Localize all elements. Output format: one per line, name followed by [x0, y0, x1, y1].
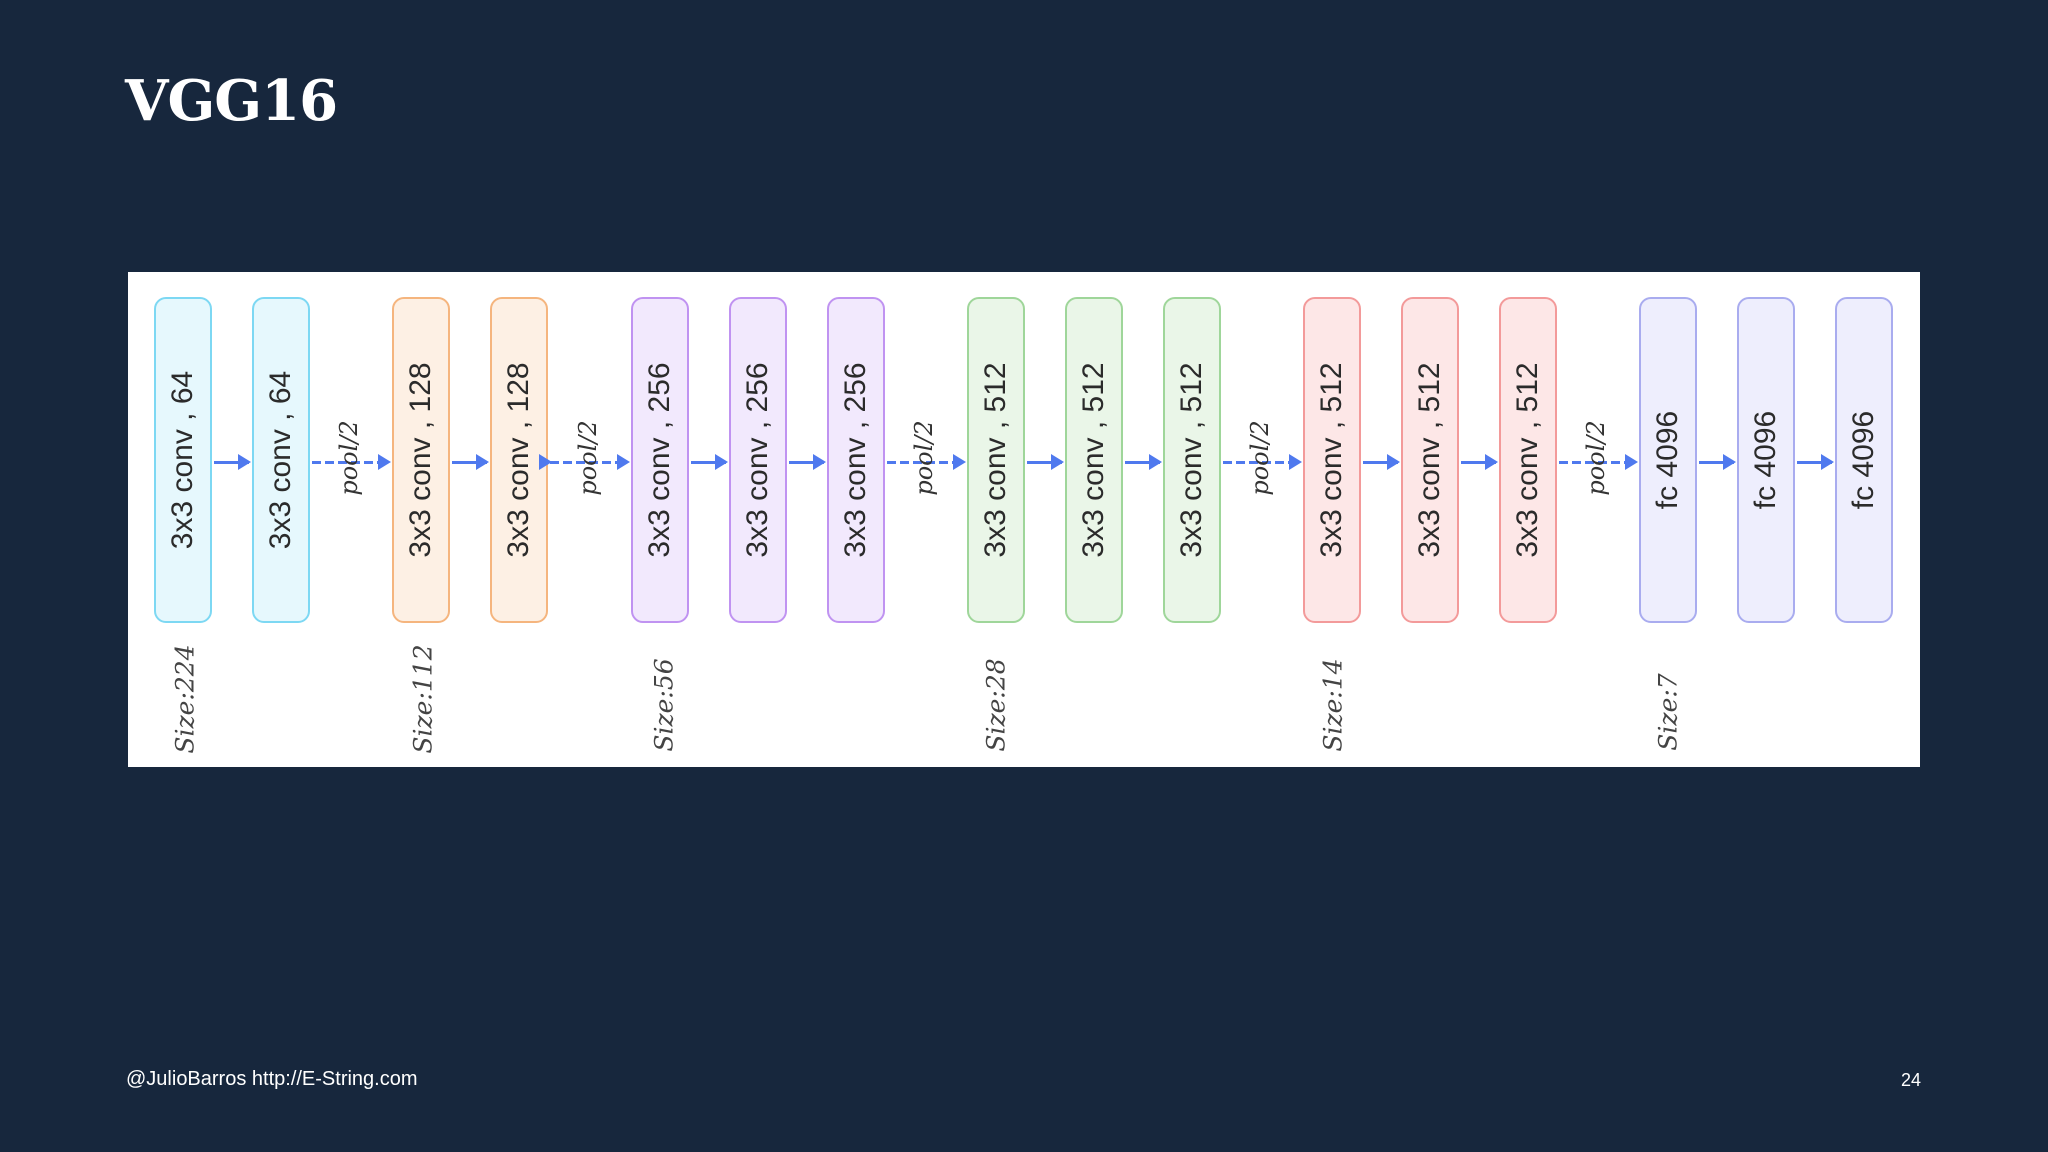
layer-conv64-2: 3x3 conv , 64 [252, 297, 310, 623]
pool-arrow [550, 454, 630, 470]
layer-label: 3x3 conv , 128 [404, 362, 437, 558]
layer-label: 3x3 conv , 512 [1413, 362, 1446, 558]
arrow [789, 454, 826, 470]
pool-label: pool/2 [335, 420, 363, 496]
layer-label: 3x3 conv , 512 [1511, 362, 1544, 558]
size-label: Size:14 [1318, 658, 1348, 752]
arrow [1363, 454, 1400, 470]
layer-conv512-5: 3x3 conv , 512 [1401, 297, 1459, 623]
pool-arrow [312, 454, 391, 470]
pool-label: pool/2 [1582, 420, 1610, 496]
layer-label: fc 4096 [1749, 410, 1782, 510]
size-label: Size:7 [1653, 673, 1683, 751]
layer-label: fc 4096 [1651, 410, 1684, 510]
arrow [214, 454, 251, 470]
layer-label: 3x3 conv , 512 [1077, 362, 1110, 558]
layer-conv512-1: 3x3 conv , 512 [967, 297, 1025, 623]
layer-conv128-1: 3x3 conv , 128 [392, 297, 450, 623]
pool-arrow [887, 454, 966, 470]
vgg16-diagram: 3x3 conv , 64 3x3 conv , 64 3x3 conv , 1… [128, 272, 1920, 767]
pool-label: pool/2 [910, 420, 938, 496]
footer-credit: @JulioBarros http://E-String.com [126, 1068, 418, 1090]
layer-conv256-2: 3x3 conv , 256 [729, 297, 787, 623]
arrow [1125, 454, 1162, 470]
size-label: Size:112 [408, 644, 438, 754]
arrow [1699, 454, 1736, 470]
arrow [452, 454, 489, 470]
layer-conv256-1: 3x3 conv , 256 [631, 297, 689, 623]
size-label: Size:28 [981, 658, 1011, 752]
arrow [691, 454, 728, 470]
layer-fc4096-1: fc 4096 [1639, 297, 1697, 623]
layer-conv64-1: 3x3 conv , 64 [154, 297, 212, 623]
arrow [1027, 454, 1064, 470]
layer-conv512-3: 3x3 conv , 512 [1163, 297, 1221, 623]
layer-label: 3x3 conv , 64 [166, 370, 199, 550]
layer-label: 3x3 conv , 128 [502, 362, 535, 558]
layer-label: 3x3 conv , 256 [643, 362, 676, 558]
layer-label: 3x3 conv , 512 [1315, 362, 1348, 558]
layer-label: 3x3 conv , 512 [979, 362, 1012, 558]
pool-arrow [1223, 454, 1302, 470]
pool-arrow [1559, 454, 1638, 470]
size-label: Size:224 [170, 644, 200, 754]
arrow [1797, 454, 1834, 470]
layer-label: 3x3 conv , 512 [1175, 362, 1208, 558]
layer-conv512-4: 3x3 conv , 512 [1303, 297, 1361, 623]
arrow [1461, 454, 1498, 470]
layer-label: 3x3 conv , 256 [839, 362, 872, 558]
pool-label: pool/2 [574, 420, 602, 496]
layer-fc4096-3: fc 4096 [1835, 297, 1893, 623]
pool-label: pool/2 [1246, 420, 1274, 496]
slide-title: VGG16 [125, 68, 338, 134]
layer-label: 3x3 conv , 256 [741, 362, 774, 558]
page-number: 24 [1900, 1070, 1921, 1090]
layer-conv256-3: 3x3 conv , 256 [827, 297, 885, 623]
size-label: Size:56 [649, 658, 679, 752]
layer-conv512-2: 3x3 conv , 512 [1065, 297, 1123, 623]
layer-conv512-6: 3x3 conv , 512 [1499, 297, 1557, 623]
layer-label: 3x3 conv , 64 [264, 370, 297, 550]
layer-conv128-2: 3x3 conv , 128 [490, 297, 548, 623]
layer-fc4096-2: fc 4096 [1737, 297, 1795, 623]
layer-label: fc 4096 [1847, 410, 1880, 510]
